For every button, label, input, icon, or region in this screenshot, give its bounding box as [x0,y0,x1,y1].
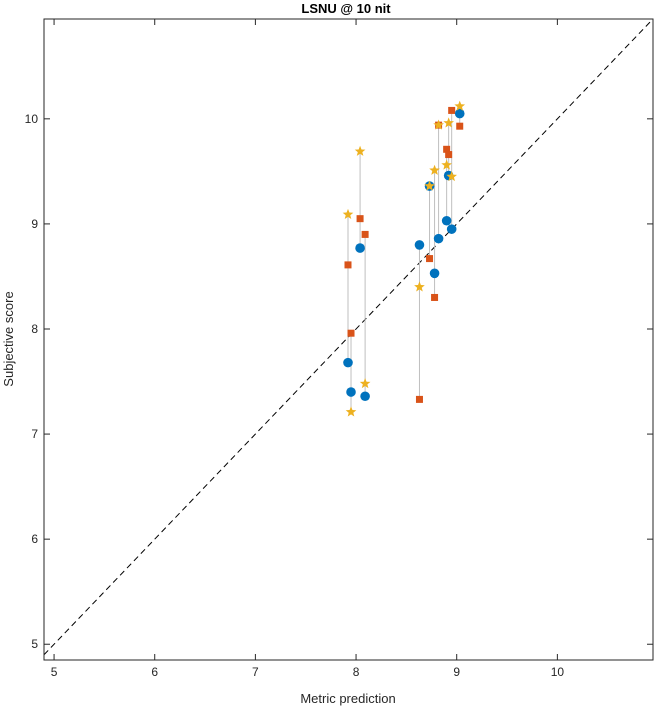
square-marker [448,107,455,114]
axes-box [44,19,653,660]
circle-marker [355,243,365,253]
square-marker [456,123,463,130]
y-tick-label: 9 [31,217,38,231]
square-marker [344,261,351,268]
chart-title: LSNU @ 10 nit [301,1,391,16]
x-tick-label: 7 [252,665,259,679]
square-marker [445,151,452,158]
square-marker [362,231,369,238]
circle-marker [346,387,356,397]
y-tick-label: 5 [31,637,38,651]
x-axis-label: Metric prediction [300,691,395,706]
x-tick-label: 9 [453,665,460,679]
circle-marker [430,268,440,278]
circle-marker [434,234,444,244]
y-tick-label: 10 [25,112,39,126]
square-marker [431,294,438,301]
square-marker [426,255,433,262]
circle-marker [360,391,370,401]
circle-marker [415,240,425,250]
plot-area [44,19,653,655]
square-marker [416,396,423,403]
square-marker [357,215,364,222]
x-tick-label: 6 [151,665,158,679]
identity-diagonal-line [44,19,653,655]
circle-marker [442,216,452,226]
circle-marker [455,109,465,119]
x-tick-label: 10 [551,665,565,679]
y-tick-label: 6 [31,532,38,546]
circle-marker [343,358,353,368]
x-tick-label: 5 [51,665,58,679]
y-tick-label: 8 [31,322,38,336]
y-tick-label: 7 [31,427,38,441]
y-axis-label: Subjective score [1,291,16,386]
circle-marker [447,224,457,234]
star-marker [346,406,357,416]
square-marker [348,330,355,337]
x-tick-label: 8 [353,665,360,679]
